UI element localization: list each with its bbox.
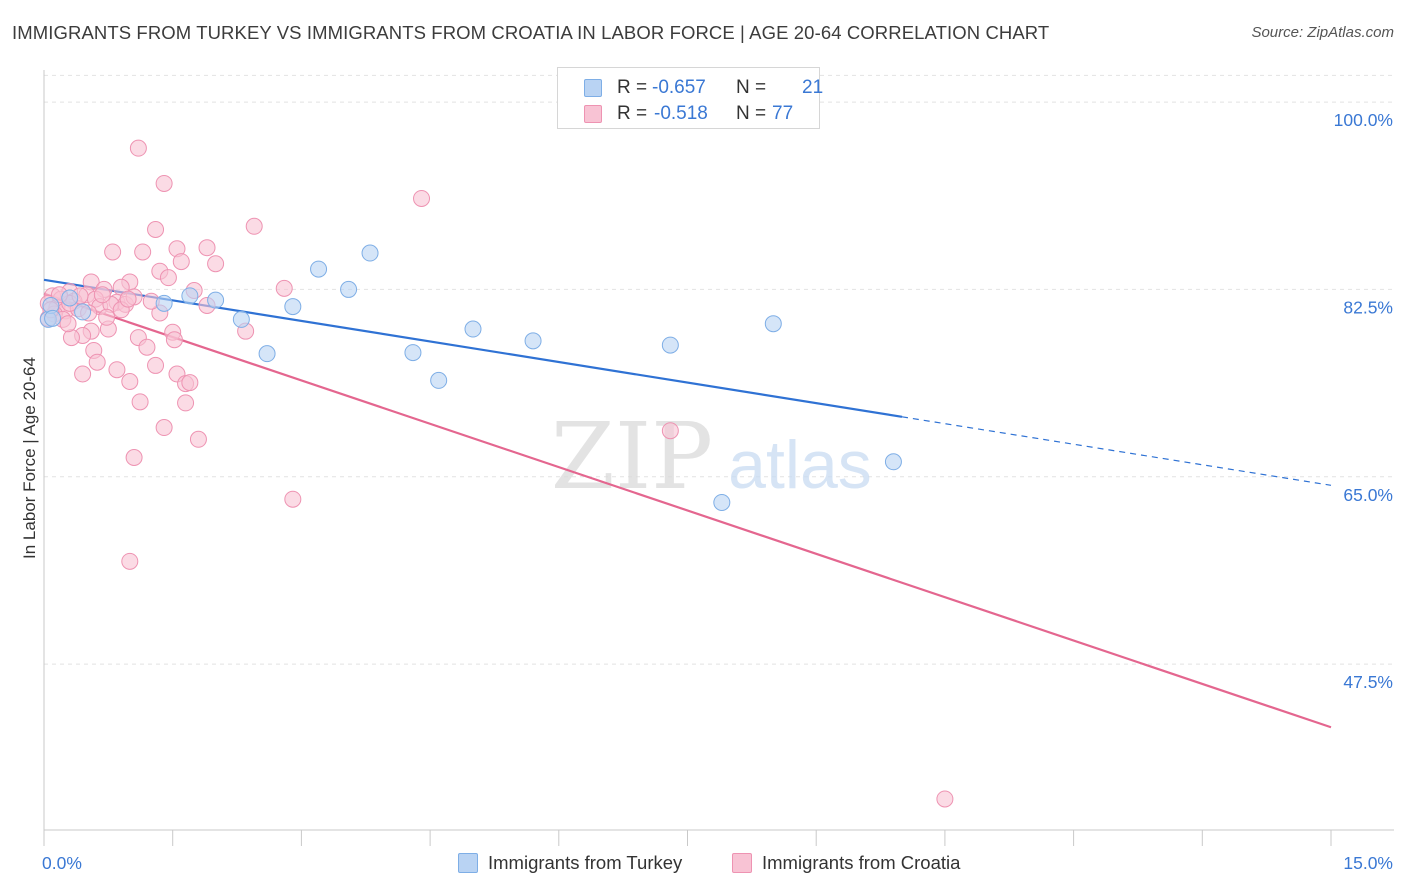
turkey-trend-extension xyxy=(901,416,1332,486)
y-tick-label: 47.5% xyxy=(1343,672,1393,692)
turkey-point xyxy=(232,310,250,328)
turkey-point xyxy=(258,345,276,363)
croatia-point xyxy=(134,243,152,261)
turkey-trend-line xyxy=(43,278,903,418)
croatia-point xyxy=(147,220,165,238)
croatia-point xyxy=(59,315,77,333)
r-label: R = xyxy=(617,103,648,124)
croatia-point xyxy=(413,189,431,207)
croatia-point xyxy=(936,790,954,808)
croatia-point xyxy=(177,394,195,412)
turkey-swatch xyxy=(584,79,602,97)
croatia-point xyxy=(119,290,137,308)
turkey-legend-label: Immigrants from Turkey xyxy=(488,852,683,873)
croatia-point xyxy=(74,365,92,383)
grid-lines xyxy=(44,74,1394,665)
turkey-point xyxy=(155,294,173,312)
croatia-point xyxy=(165,331,183,349)
croatia-point xyxy=(104,243,122,261)
croatia-point xyxy=(159,269,177,287)
x-tick-label: 15.0% xyxy=(1343,853,1393,873)
croatia-point xyxy=(138,338,156,356)
turkey-point xyxy=(181,287,199,305)
croatia-point xyxy=(189,430,207,448)
turkey-point xyxy=(340,280,358,298)
turkey-r-value: -0.657 xyxy=(652,77,706,98)
croatia-point xyxy=(62,329,80,347)
y-tick-label: 82.5% xyxy=(1343,297,1393,317)
croatia-point xyxy=(207,255,225,273)
croatia-legend-label: Immigrants from Croatia xyxy=(762,852,961,873)
y-axis-label: In Labor Force | Age 20-64 xyxy=(20,357,39,559)
correlation-legend: R = -0.657 N = 21 R = -0.518 N = 77 xyxy=(557,67,824,129)
croatia-point xyxy=(172,253,190,271)
croatia-point xyxy=(88,353,106,371)
y-tick-label: 100.0% xyxy=(1334,110,1393,130)
turkey-point xyxy=(464,320,482,338)
turkey-point xyxy=(884,453,902,471)
r-label: R = xyxy=(617,77,648,98)
n-label: N = xyxy=(736,103,767,124)
watermark-zip: ZIP xyxy=(551,403,713,510)
croatia-point xyxy=(155,174,173,192)
turkey-point xyxy=(430,371,448,389)
croatia-point xyxy=(198,239,216,257)
croatia-point xyxy=(98,308,116,326)
turkey-point xyxy=(361,244,379,262)
croatia-point xyxy=(93,286,111,304)
croatia-point xyxy=(245,217,263,235)
turkey-point xyxy=(284,298,302,316)
turkey-legend-swatch xyxy=(458,853,478,873)
croatia-swatch xyxy=(584,105,602,123)
croatia-point xyxy=(129,139,147,157)
croatia-point xyxy=(284,490,302,508)
turkey-n-value: 21 xyxy=(802,77,824,98)
turkey-point xyxy=(61,289,79,307)
croatia-point xyxy=(125,448,143,466)
axes xyxy=(43,70,1394,846)
croatia-point xyxy=(121,552,139,570)
data-points xyxy=(39,139,954,808)
croatia-point xyxy=(131,393,149,411)
turkey-point xyxy=(661,336,679,354)
croatia-point xyxy=(155,419,173,437)
turkey-point xyxy=(310,260,328,278)
croatia-r-value: -0.518 xyxy=(654,103,708,124)
watermark-atlas: atlas xyxy=(728,427,872,503)
turkey-point xyxy=(764,315,782,333)
croatia-point xyxy=(181,374,199,392)
croatia-point xyxy=(275,279,293,297)
croatia-legend-swatch xyxy=(732,853,752,873)
chart-title: IMMIGRANTS FROM TURKEY VS IMMIGRANTS FRO… xyxy=(12,22,1050,43)
source-credit: Source: ZipAtlas.com xyxy=(1251,24,1394,41)
turkey-point xyxy=(713,493,731,511)
croatia-n-value: 77 xyxy=(772,103,794,124)
x-tick-label: 0.0% xyxy=(42,853,82,873)
croatia-point xyxy=(108,361,126,379)
watermark: ZIP atlas xyxy=(551,403,872,510)
turkey-point xyxy=(404,344,422,362)
turkey-point xyxy=(74,303,92,321)
croatia-point xyxy=(147,356,165,374)
tick-labels: 100.0% 82.5% 65.0% 47.5% 0.0% 15.0% xyxy=(42,110,1393,873)
turkey-point xyxy=(524,332,542,350)
croatia-point xyxy=(661,422,679,440)
turkey-point xyxy=(44,309,62,327)
croatia-trend-line xyxy=(43,292,1332,729)
turkey-point xyxy=(207,291,225,309)
y-tick-label: 65.0% xyxy=(1343,485,1393,505)
croatia-point xyxy=(121,372,139,390)
n-label: N = xyxy=(736,77,767,98)
